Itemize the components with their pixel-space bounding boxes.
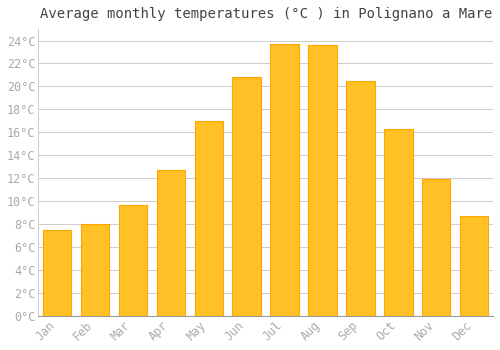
Bar bbox=[270, 44, 299, 316]
Bar bbox=[156, 170, 185, 316]
Bar bbox=[194, 121, 223, 316]
Bar bbox=[384, 129, 412, 316]
Bar bbox=[346, 81, 374, 316]
Bar bbox=[43, 230, 72, 316]
Title: Average monthly temperatures (°C ) in Polignano a Mare: Average monthly temperatures (°C ) in Po… bbox=[40, 7, 492, 21]
Bar bbox=[422, 180, 450, 316]
Bar bbox=[119, 205, 147, 316]
Bar bbox=[460, 216, 488, 316]
Bar bbox=[81, 224, 110, 316]
Bar bbox=[308, 45, 336, 316]
Bar bbox=[232, 77, 261, 316]
